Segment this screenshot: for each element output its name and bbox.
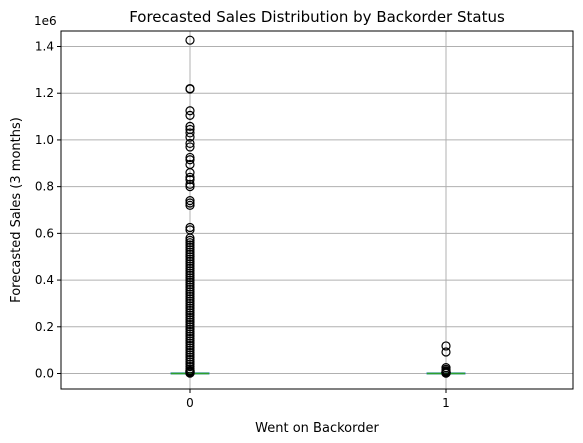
outlier-point: [185, 315, 195, 325]
chart-title: Forecasted Sales Distribution by Backord…: [129, 8, 505, 26]
y-tick-label: 0.4: [35, 273, 54, 287]
outlier-point: [185, 259, 195, 269]
outlier-point: [185, 308, 195, 318]
outlier-point: [185, 333, 195, 344]
outlier-point: [185, 252, 195, 262]
outlier-point: [185, 249, 195, 259]
outlier-point: [185, 270, 195, 280]
outlier-point: [185, 354, 195, 365]
outlier-point: [185, 365, 195, 376]
outlier-point: [185, 222, 195, 233]
outlier-point: [185, 352, 195, 362]
y-tick-label: 0.6: [35, 226, 54, 240]
outlier-point: [185, 168, 195, 178]
outlier-point: [185, 303, 195, 313]
outlier-point: [185, 345, 195, 355]
outlier-point: [185, 350, 195, 360]
y-tick-label: 1.0: [35, 133, 54, 147]
outlier-point: [185, 182, 195, 192]
outlier-point: [185, 200, 195, 210]
outlier-point: [185, 256, 195, 266]
outlier-point: [185, 196, 195, 206]
outlier-point: [185, 175, 195, 185]
outlier-point: [185, 142, 195, 152]
y-tick-label: 1.2: [35, 86, 54, 100]
y-axis-label: Forecasted Sales (3 months): [9, 117, 24, 303]
outlier-point: [185, 35, 195, 45]
outlier-point: [185, 289, 195, 299]
outlier-point: [185, 128, 195, 138]
outlier-point: [185, 155, 195, 165]
outlier-point: [185, 198, 195, 208]
outlier-point: [185, 179, 195, 189]
outlier-point: [185, 268, 195, 278]
outlier-point: [185, 110, 195, 121]
x-axis-label: Went on Backorder: [255, 421, 379, 436]
outlier-point: [185, 84, 195, 94]
outlier-point: [185, 312, 195, 323]
outlier-point: [185, 152, 195, 163]
outlier-point: [185, 326, 195, 337]
outlier-point: [185, 301, 195, 311]
grid: [61, 31, 573, 389]
outlier-point: [185, 266, 195, 276]
outlier-point: [185, 296, 195, 306]
y-offset-label: 1e6: [34, 14, 57, 28]
y-tick-label: 0.8: [35, 180, 54, 194]
outlier-point: [185, 235, 195, 245]
outlier-point: [185, 132, 195, 142]
outlier-point: [441, 367, 451, 377]
outlier-point: [185, 273, 195, 283]
outlier-point: [185, 340, 195, 351]
outliers: [185, 35, 451, 378]
y-axis-ticks: 0.0 0.2 0.4 0.6 0.8 1.0 1.2 1.4: [35, 40, 61, 381]
outlier-point: [185, 233, 195, 243]
y-tick-label: 0.2: [35, 320, 54, 334]
outlier-point: [185, 238, 195, 248]
outlier-point: [185, 331, 195, 341]
outlier-point: [441, 347, 451, 357]
outlier-point: [185, 121, 195, 131]
outlier-point: [185, 343, 195, 353]
outlier-point: [185, 324, 195, 334]
outlier-point: [185, 305, 195, 316]
outlier-point: [185, 277, 195, 288]
outlier-point: [185, 245, 195, 255]
outlier-point: [185, 319, 195, 330]
outlier-point: [185, 298, 195, 309]
outlier-point: [185, 329, 195, 339]
outlier-point: [185, 294, 195, 304]
outlier-point: [185, 284, 195, 295]
y-tick-label: 0.0: [35, 367, 54, 381]
outlier-point: [185, 310, 195, 320]
outlier-point: [185, 275, 195, 285]
x-tick-label: 1: [442, 396, 450, 410]
outlier-point: [185, 254, 195, 264]
outlier-point: [185, 106, 195, 116]
outlier-point: [441, 341, 451, 351]
outlier-point: [185, 336, 195, 346]
outlier-point: [185, 247, 195, 257]
plot-frame: [60, 30, 574, 390]
outlier-point: [185, 172, 195, 182]
outlier-point: [185, 242, 195, 252]
outlier-point: [185, 138, 195, 149]
outlier-point: [185, 291, 195, 302]
outlier-point: [185, 263, 195, 273]
y-tick-label: 1.4: [35, 40, 54, 54]
x-tick-label: 0: [186, 396, 194, 410]
outlier-point: [185, 240, 195, 250]
outlier-point: [185, 347, 195, 358]
outlier-point: [185, 282, 195, 292]
outlier-point: [185, 361, 195, 372]
outlier-point: [185, 322, 195, 332]
outlier-point: [185, 280, 195, 290]
outlier-point: [185, 287, 195, 297]
outlier-point: [185, 338, 195, 348]
outlier-point: [185, 261, 195, 271]
outlier-point: [185, 317, 195, 327]
